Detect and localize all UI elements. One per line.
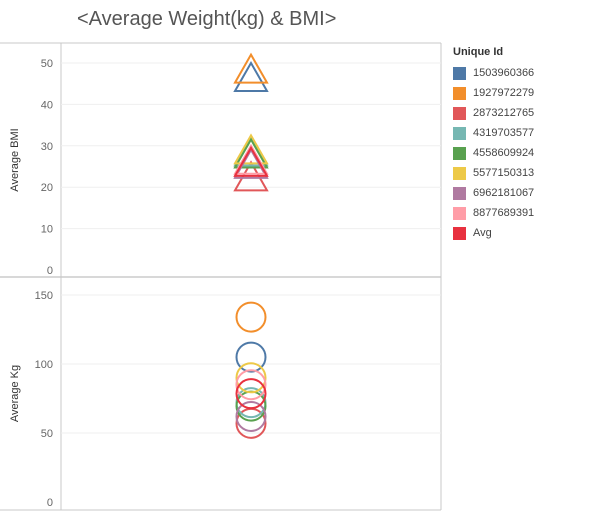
- legend-label: 6962181067: [473, 187, 535, 199]
- legend-items: 1503960366 1927972279 2873212765 4319703577…: [453, 63, 534, 243]
- bmi-triangle-6: [233, 147, 269, 179]
- kg-circle-0: [235, 341, 267, 373]
- bmi-triangle-4: [233, 137, 269, 169]
- tick-label-bmi-20: 20: [41, 182, 53, 194]
- legend-label: 1503960366: [473, 67, 535, 79]
- bmi-triangle-0: [233, 60, 269, 92]
- tick-label-bmi-50: 50: [41, 58, 53, 70]
- bmi-triangle-7: [233, 143, 269, 175]
- legend-swatch: [453, 66, 466, 80]
- legend: Unique Id 1503960366 1927972279 2873212765…: [453, 46, 534, 243]
- tick-label-bmi-30: 30: [41, 141, 53, 153]
- tick-label-kg-50: 50: [41, 428, 53, 440]
- legend-label: 5577150313: [473, 167, 535, 179]
- legend-item[interactable]: Avg: [453, 223, 534, 243]
- legend-item[interactable]: 6962181067: [453, 183, 534, 203]
- legend-title: Unique Id: [453, 46, 504, 58]
- y-axis-title-bmi: Average BMI: [9, 128, 21, 191]
- legend-label: 8877689391: [473, 207, 535, 219]
- legend-swatch: [453, 166, 466, 180]
- legend-label: Avg: [473, 227, 492, 239]
- legend-item[interactable]: 4558609924: [453, 143, 534, 163]
- kg-circle-6: [235, 400, 267, 432]
- bmi-triangle-5: [233, 133, 269, 165]
- bmi-triangle-1: [233, 52, 269, 84]
- chart-title: <Average Weight(kg) & BMI>: [77, 8, 337, 30]
- legend-swatch: [453, 126, 466, 140]
- bmi-triangle-8: [233, 145, 269, 177]
- legend-label: 1927972279: [473, 87, 535, 99]
- legend-swatch: [453, 186, 466, 200]
- legend-item[interactable]: 1927972279: [453, 83, 534, 103]
- tick-label-bmi-0: 0: [47, 265, 53, 277]
- kg-circle-1: [235, 301, 267, 333]
- legend-item[interactable]: 1503960366: [453, 63, 534, 83]
- tick-label-bmi-40: 40: [41, 99, 53, 111]
- legend-label: 4319703577: [473, 127, 535, 139]
- legend-item[interactable]: 4319703577: [453, 123, 534, 143]
- bmi-triangle-3: [233, 135, 269, 167]
- y-axis-title-kg: Average Kg: [9, 365, 21, 422]
- legend-swatch: [453, 226, 466, 240]
- kg-circle-7: [235, 369, 267, 401]
- legend-item[interactable]: 2873212765: [453, 103, 534, 123]
- tick-label-kg-150: 150: [35, 290, 53, 302]
- legend-swatch: [453, 106, 466, 120]
- tick-label-kg-100: 100: [35, 359, 53, 371]
- legend-item[interactable]: 5577150313: [453, 163, 534, 183]
- kg-circle-8: [235, 378, 267, 410]
- legend-label: 4558609924: [473, 147, 535, 159]
- kg-circle-5: [235, 362, 267, 394]
- legend-swatch: [453, 146, 466, 160]
- legend-item[interactable]: 8877689391: [453, 203, 534, 223]
- legend-label: 2873212765: [473, 107, 535, 119]
- tick-label-kg-0: 0: [47, 497, 53, 509]
- legend-swatch: [453, 206, 466, 220]
- tick-label-bmi-10: 10: [41, 224, 53, 236]
- legend-swatch: [453, 86, 466, 100]
